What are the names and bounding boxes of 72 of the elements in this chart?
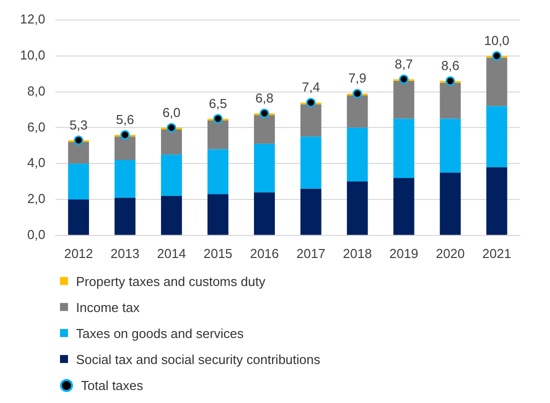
x-tick-label: 2017 bbox=[296, 246, 326, 261]
x-tick-label: 2016 bbox=[250, 246, 279, 261]
bar bbox=[300, 188, 322, 235]
bar bbox=[68, 142, 89, 164]
data-label: 5,6 bbox=[116, 112, 134, 127]
y-tick-label: 6,0 bbox=[27, 119, 46, 134]
bar bbox=[114, 160, 136, 198]
legend-label: Total taxes bbox=[81, 378, 144, 392]
bar bbox=[254, 115, 275, 144]
bar bbox=[486, 106, 508, 168]
bar bbox=[68, 200, 89, 235]
y-tick-label: 12,0 bbox=[20, 12, 46, 27]
bar bbox=[346, 182, 368, 235]
bar bbox=[393, 178, 414, 235]
point bbox=[399, 74, 409, 84]
x-tick-label: 2020 bbox=[436, 246, 465, 261]
x-tick-label: 2018 bbox=[342, 246, 372, 261]
point bbox=[260, 108, 270, 118]
legend-label: Property taxes and customs duty bbox=[76, 274, 266, 288]
bar bbox=[254, 144, 275, 192]
bar bbox=[161, 196, 182, 235]
bar bbox=[207, 149, 228, 194]
data-label: 7,4 bbox=[302, 80, 320, 95]
data-label: 5,3 bbox=[70, 117, 88, 132]
point bbox=[446, 76, 456, 86]
point bbox=[352, 88, 362, 98]
data-label: 6,8 bbox=[255, 90, 274, 106]
bar bbox=[207, 120, 228, 150]
legend-label: Income tax bbox=[76, 300, 140, 314]
bar bbox=[300, 136, 322, 189]
y-tick-label: 10,0 bbox=[20, 47, 46, 62]
x-tick-label: 2015 bbox=[203, 246, 232, 261]
bar bbox=[486, 58, 508, 106]
x-tick-label: 2021 bbox=[482, 246, 512, 261]
bar bbox=[300, 104, 322, 137]
bar bbox=[440, 172, 461, 235]
data-label: 7,9 bbox=[348, 70, 366, 86]
x-tick-label: 2012 bbox=[64, 246, 93, 261]
x-tick-label: 2019 bbox=[389, 246, 418, 261]
bar bbox=[207, 194, 228, 235]
y-tick-label: 8,0 bbox=[27, 83, 46, 98]
bar bbox=[114, 198, 136, 235]
data-label: 6,5 bbox=[208, 96, 227, 111]
data-label: 8,6 bbox=[441, 58, 460, 74]
data-label: 10,0 bbox=[484, 32, 510, 48]
y-tick-label: 2,0 bbox=[27, 191, 46, 206]
bar bbox=[393, 81, 414, 119]
x-tick-label: 2013 bbox=[110, 246, 140, 261]
point bbox=[213, 114, 223, 124]
bar bbox=[393, 118, 414, 178]
data-label: 6,0 bbox=[162, 104, 181, 120]
data-label: 8,7 bbox=[394, 56, 413, 72]
point bbox=[492, 51, 502, 61]
y-tick-label: 0,0 bbox=[27, 226, 46, 242]
bar bbox=[254, 192, 275, 235]
bar bbox=[440, 118, 461, 173]
point bbox=[74, 136, 84, 146]
bar bbox=[114, 136, 136, 160]
bar bbox=[440, 82, 461, 119]
bar bbox=[68, 164, 89, 200]
x-tick-label: 2014 bbox=[157, 246, 186, 261]
point bbox=[120, 130, 130, 140]
point bbox=[166, 122, 176, 132]
bar bbox=[346, 95, 368, 128]
bar bbox=[161, 154, 182, 196]
legend-label: Social tax and social security contributions bbox=[76, 352, 320, 366]
bar bbox=[161, 129, 182, 155]
bar bbox=[486, 167, 508, 235]
y-tick-label: 4,0 bbox=[27, 155, 46, 170]
point bbox=[306, 98, 316, 108]
bar bbox=[346, 128, 368, 182]
legend-label: Taxes on goods and services bbox=[76, 326, 244, 340]
